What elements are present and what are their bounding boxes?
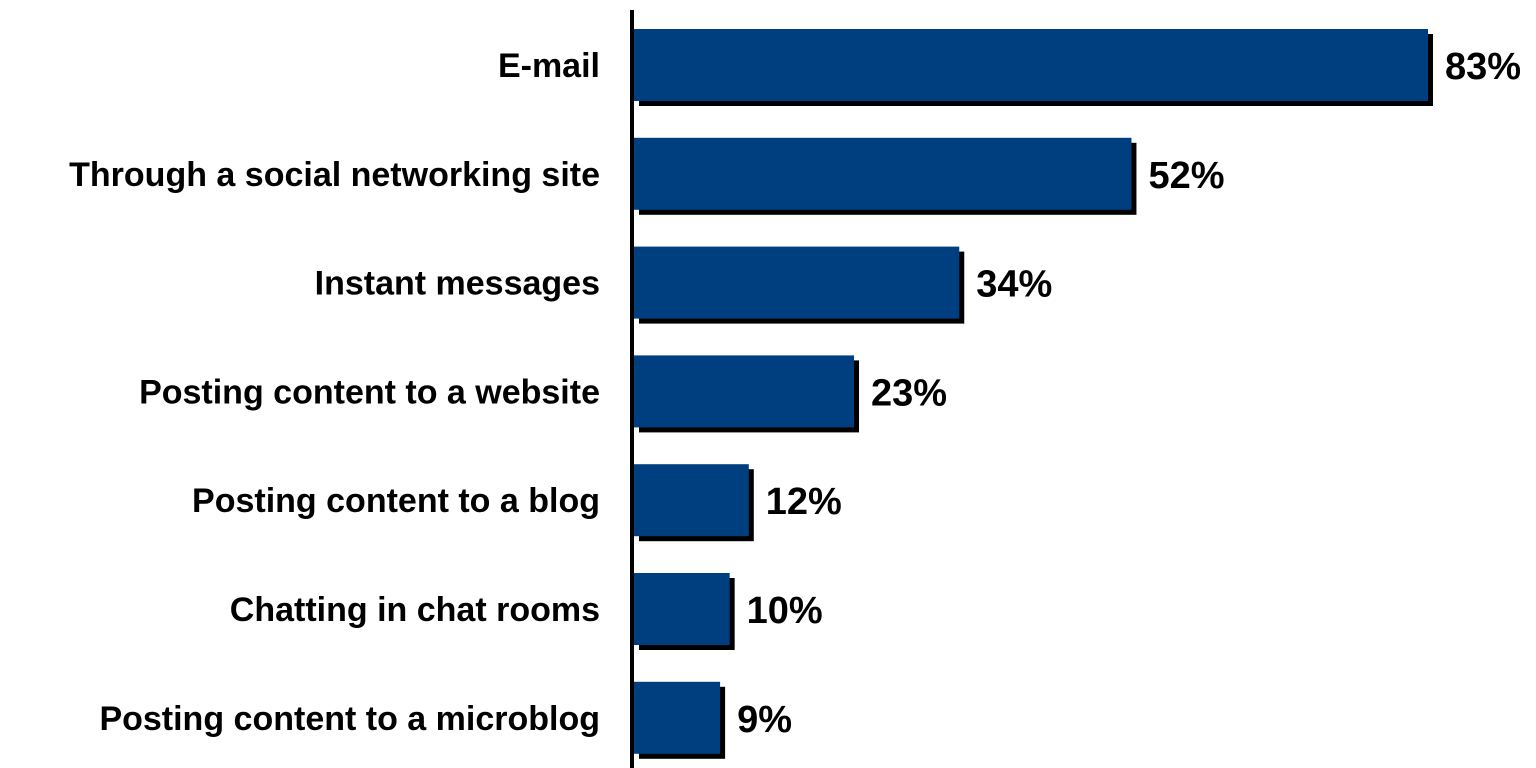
category-label: Through a social networking site bbox=[69, 156, 600, 194]
bar bbox=[634, 137, 1132, 210]
value-label: 10% bbox=[747, 590, 823, 632]
bar bbox=[634, 573, 730, 645]
value-label: 34% bbox=[976, 264, 1052, 306]
bar bbox=[634, 355, 855, 428]
bars-layer bbox=[634, 29, 1433, 759]
category-label: Posting content to a website bbox=[139, 373, 600, 411]
category-label: Posting content to a microblog bbox=[99, 700, 600, 738]
category-label: Instant messages bbox=[315, 265, 600, 303]
category-label: Chatting in chat rooms bbox=[230, 591, 600, 629]
value-label: 83% bbox=[1445, 46, 1521, 88]
value-label: 9% bbox=[737, 699, 792, 741]
category-label: Posting content to a blog bbox=[192, 482, 600, 520]
bar bbox=[634, 246, 960, 319]
category-label: E-mail bbox=[498, 47, 600, 85]
bar bbox=[634, 681, 721, 754]
category-labels-layer: E-mail Through a social networking site In… bbox=[69, 47, 600, 738]
value-label: 12% bbox=[766, 481, 842, 523]
bar bbox=[634, 29, 1428, 101]
value-label: 52% bbox=[1148, 155, 1224, 197]
value-label: 23% bbox=[871, 372, 947, 414]
value-labels-layer: 83% 52% 34% 23% 12% 10% 9% bbox=[737, 46, 1521, 741]
bar bbox=[634, 464, 749, 537]
